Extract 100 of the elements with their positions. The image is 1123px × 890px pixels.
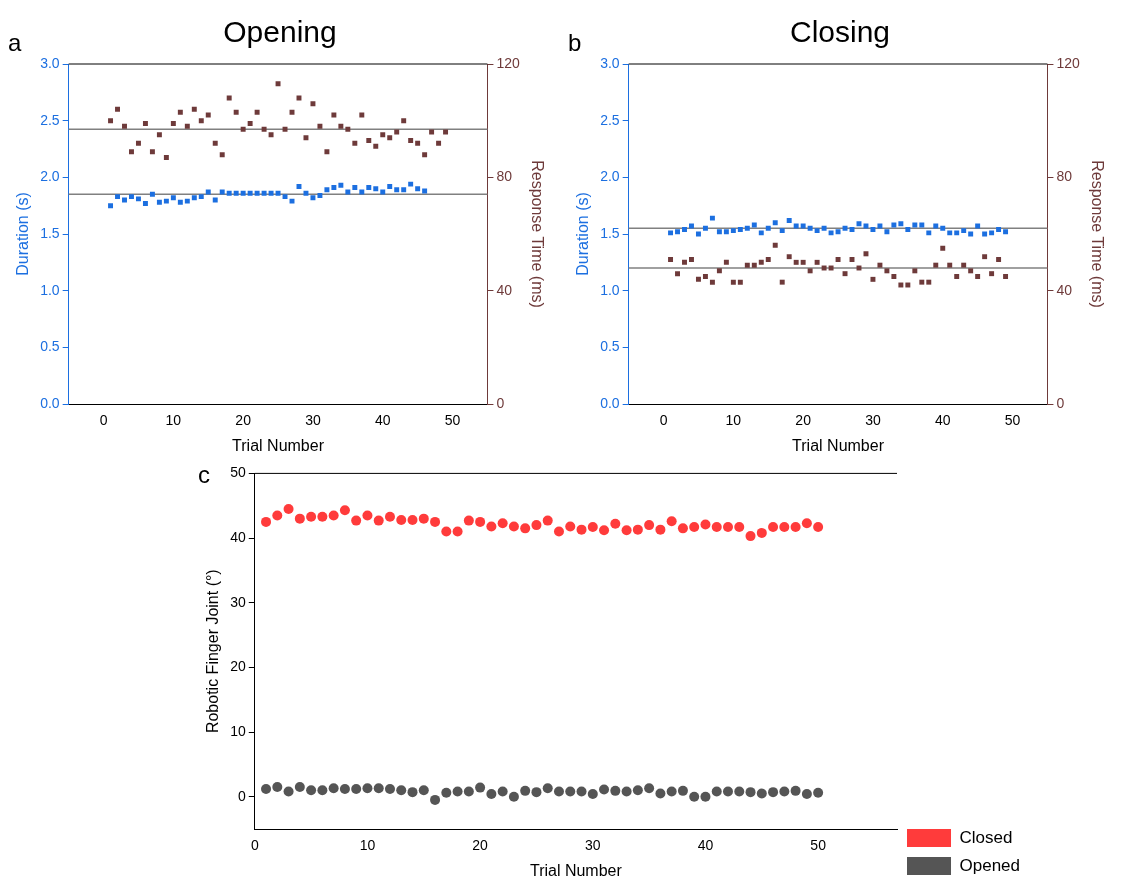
y-tick-label: 3.0 xyxy=(600,54,620,71)
point xyxy=(452,526,463,537)
x-tick-label: 10 xyxy=(165,412,182,429)
point xyxy=(351,783,362,794)
y-tick-label: 2.5 xyxy=(600,111,620,128)
point xyxy=(531,787,542,798)
y-tick-label: 0 xyxy=(237,787,246,804)
y-axis-title: Duration (s) xyxy=(574,192,592,276)
point xyxy=(982,254,988,260)
point xyxy=(508,521,519,532)
point xyxy=(737,226,743,232)
point xyxy=(996,257,1002,262)
point xyxy=(149,191,155,197)
point xyxy=(1003,274,1009,279)
point xyxy=(306,785,317,796)
x-axis-title: Trial Number xyxy=(792,436,885,454)
y2-tick-label: 40 xyxy=(1056,281,1073,298)
point xyxy=(247,121,253,126)
point xyxy=(351,515,362,526)
point xyxy=(240,126,246,132)
point xyxy=(475,516,486,527)
point xyxy=(599,784,610,795)
text: a xyxy=(8,28,22,56)
y-tick-label: 30 xyxy=(230,593,246,610)
point xyxy=(452,786,463,797)
point xyxy=(933,223,939,229)
point xyxy=(947,230,953,236)
x-tick-label: 50 xyxy=(444,412,461,429)
point xyxy=(328,783,339,794)
point xyxy=(599,525,610,536)
point xyxy=(261,516,272,527)
x-tick-label: 30 xyxy=(865,412,881,429)
x-tick-label: 30 xyxy=(585,837,601,854)
point xyxy=(401,187,407,193)
point xyxy=(835,257,841,262)
point xyxy=(807,225,813,231)
point xyxy=(723,259,729,265)
point xyxy=(366,138,372,143)
point xyxy=(396,514,407,525)
point xyxy=(282,194,288,200)
point xyxy=(418,513,429,524)
x-tick-label: 40 xyxy=(934,412,951,429)
point xyxy=(989,230,995,236)
point xyxy=(765,225,771,231)
point xyxy=(254,109,260,115)
point xyxy=(610,518,621,529)
y-tick-label: 1.5 xyxy=(40,224,60,241)
point xyxy=(324,149,330,155)
point xyxy=(655,524,666,535)
point xyxy=(163,155,169,160)
point xyxy=(709,279,715,285)
point xyxy=(801,789,812,800)
point xyxy=(668,257,674,262)
point xyxy=(779,279,785,285)
point xyxy=(758,230,764,236)
point xyxy=(553,786,564,797)
point xyxy=(700,791,711,802)
point xyxy=(768,787,779,798)
point xyxy=(108,118,114,124)
point xyxy=(989,271,995,277)
point xyxy=(863,223,869,229)
point xyxy=(268,132,274,138)
point xyxy=(331,185,337,191)
point xyxy=(779,228,785,234)
point xyxy=(716,229,722,235)
point xyxy=(912,268,918,274)
point xyxy=(359,189,365,195)
point xyxy=(689,223,694,229)
point xyxy=(870,276,876,282)
point xyxy=(408,138,414,143)
point xyxy=(961,262,967,268)
point xyxy=(497,518,508,529)
x-tick-label: 50 xyxy=(810,837,827,854)
point xyxy=(675,271,680,277)
point xyxy=(396,785,407,796)
point xyxy=(520,523,531,534)
point xyxy=(338,123,344,129)
y-tick-label: 40 xyxy=(230,528,246,545)
point xyxy=(317,785,328,796)
point xyxy=(303,190,309,196)
point xyxy=(723,522,733,533)
y-tick-label: 2.0 xyxy=(600,168,620,185)
legend-label: Closed xyxy=(959,827,1013,847)
point xyxy=(737,279,743,285)
point xyxy=(441,787,452,798)
point xyxy=(233,190,239,196)
point xyxy=(700,519,711,530)
point xyxy=(800,259,806,265)
point xyxy=(891,274,897,279)
point xyxy=(352,185,358,191)
y2-tick-label: 80 xyxy=(1056,168,1073,185)
point xyxy=(870,226,876,232)
point xyxy=(122,123,127,129)
point xyxy=(294,781,305,792)
point xyxy=(497,786,508,797)
point xyxy=(644,783,655,794)
point xyxy=(790,522,801,533)
x-tick-label: 30 xyxy=(305,412,321,429)
point xyxy=(675,229,680,235)
point xyxy=(531,520,542,531)
